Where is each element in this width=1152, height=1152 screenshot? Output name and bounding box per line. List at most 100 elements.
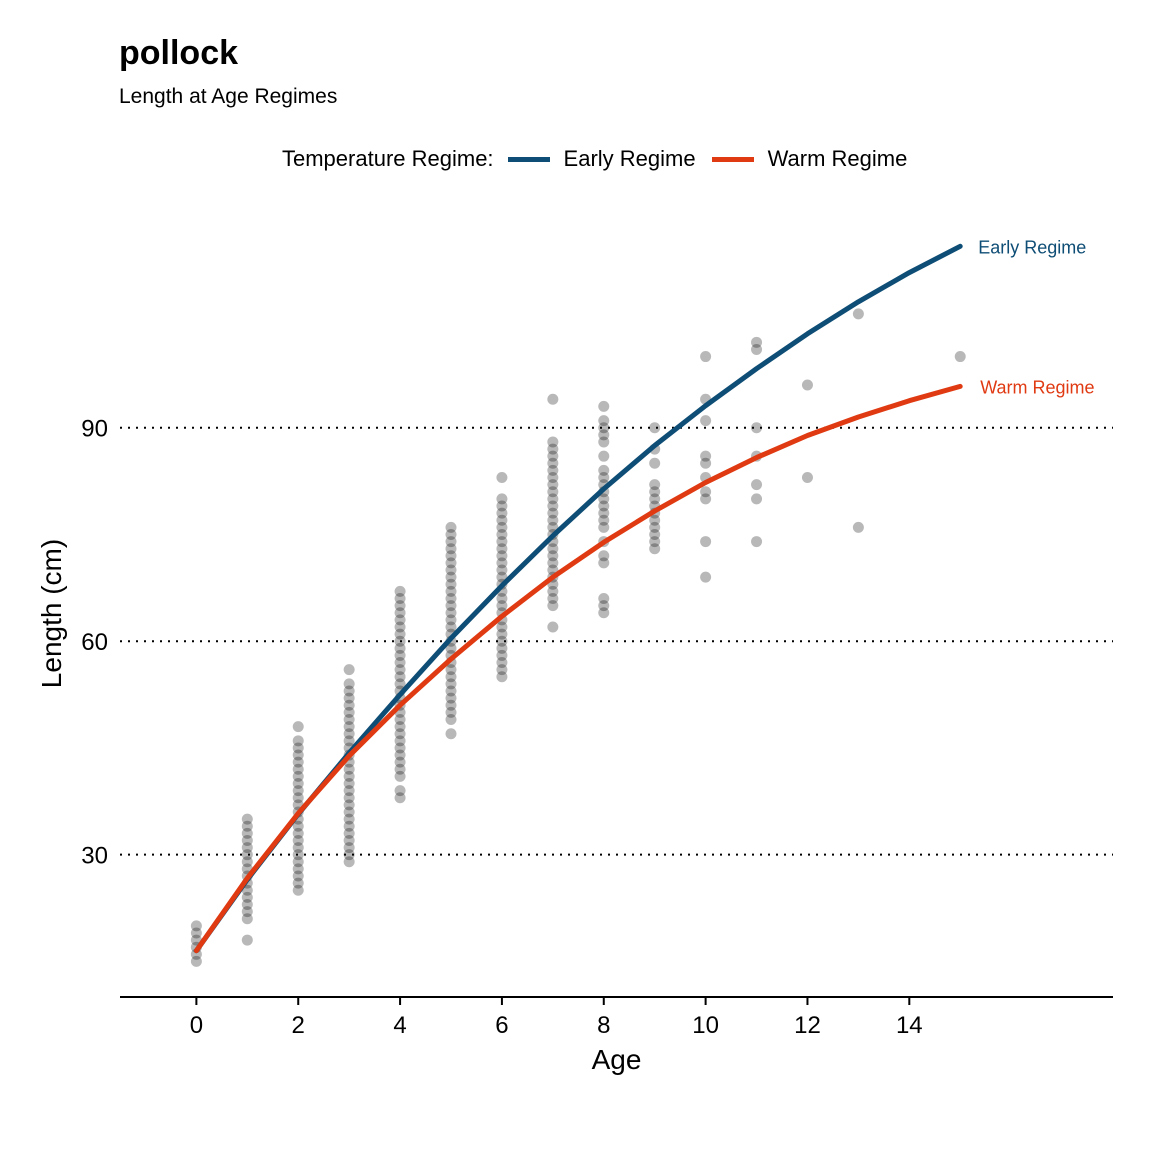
scatter-point	[292, 870, 304, 882]
scatter-point	[598, 472, 610, 484]
scatter-point	[445, 536, 457, 548]
scatter-point	[496, 472, 508, 484]
scatter-point	[343, 834, 355, 846]
scatter-point	[445, 557, 457, 569]
x-tick-label: 10	[692, 1012, 719, 1039]
scatter-point	[394, 664, 406, 676]
scatter-point	[292, 856, 304, 868]
scatter-point	[394, 635, 406, 647]
scatter-point	[547, 557, 559, 569]
scatter-point	[343, 792, 355, 804]
scatter-point	[445, 614, 457, 626]
scatter-point	[445, 621, 457, 633]
scatter-point	[445, 564, 457, 576]
scatter-point	[343, 842, 355, 854]
scatter-point	[292, 785, 304, 797]
scatter-point	[445, 571, 457, 583]
scatter-point	[394, 671, 406, 683]
scatter-point	[241, 856, 253, 868]
scatter-point	[700, 486, 712, 498]
scatter-point	[598, 493, 610, 505]
scatter-point	[496, 521, 508, 533]
legend-label-warm: Warm Regime	[767, 146, 908, 171]
scatter-point	[292, 756, 304, 768]
scatter-point	[700, 450, 712, 462]
scatter-point	[598, 593, 610, 604]
scatter-point	[496, 514, 508, 526]
scatter-point	[598, 607, 610, 619]
scatter-point	[292, 820, 304, 832]
scatter-point	[343, 856, 355, 868]
scatter-point	[394, 593, 406, 604]
scatter-point	[496, 493, 508, 505]
scatter-point	[394, 585, 406, 597]
x-tick-label: 8	[597, 1012, 610, 1039]
scatter-point	[292, 778, 304, 790]
scatter-point	[496, 593, 508, 604]
scatter-point	[394, 649, 406, 661]
scatter-point	[598, 550, 610, 562]
scatter-point	[547, 472, 559, 484]
scatter-point	[190, 948, 202, 960]
scatter-point	[496, 500, 508, 512]
scatter-point	[241, 891, 253, 903]
scatter-point	[292, 763, 304, 775]
scatter-point	[496, 600, 508, 612]
scatter-point	[496, 543, 508, 555]
scatter-point	[598, 464, 610, 476]
scatter-point	[954, 351, 966, 363]
scatter-point	[547, 543, 559, 555]
scatter-point	[649, 521, 661, 533]
scatter-point	[496, 536, 508, 548]
scatter-point	[445, 600, 457, 612]
scatter-point	[343, 813, 355, 825]
scatter-point	[292, 827, 304, 839]
x-tick-label: 4	[393, 1012, 406, 1039]
scatter-point	[394, 785, 406, 797]
scatter-point	[700, 571, 712, 583]
scatter-point	[394, 600, 406, 612]
scatter-point	[547, 621, 559, 633]
x-tick-label: 12	[794, 1012, 821, 1039]
scatter-point	[801, 472, 813, 484]
scatter-point	[496, 635, 508, 647]
scatter-point	[649, 536, 661, 548]
scatter-point	[852, 521, 864, 533]
scatter-point	[394, 792, 406, 804]
scatter-point	[241, 898, 253, 910]
scatter-point	[394, 763, 406, 775]
scatter-point	[751, 343, 763, 355]
scatter-point	[598, 436, 610, 448]
scatter-point	[394, 678, 406, 690]
x-tick-label: 0	[190, 1012, 203, 1039]
scatter-point	[547, 457, 559, 469]
scatter-point	[343, 728, 355, 740]
scatter-point	[445, 521, 457, 533]
scatter-point	[700, 457, 712, 469]
scatter-point	[394, 642, 406, 654]
scatter-point	[292, 735, 304, 747]
scatter-point	[394, 614, 406, 626]
scatter-point	[292, 842, 304, 854]
legend-item-early: Early Regime	[507, 146, 696, 172]
scatter-point	[445, 642, 457, 654]
scatter-point	[445, 550, 457, 562]
scatter-point	[598, 557, 610, 569]
scatter-point	[547, 479, 559, 491]
scatter-point	[598, 450, 610, 462]
scatter-point	[700, 415, 712, 427]
scatter-point	[649, 514, 661, 526]
scatter-point	[649, 486, 661, 498]
scatter-point	[496, 649, 508, 661]
scatter-point	[649, 528, 661, 540]
scatter-point	[598, 507, 610, 519]
scatter-point	[292, 884, 304, 896]
scatter-point	[241, 813, 253, 825]
scatter-point	[598, 514, 610, 526]
scatter-point	[649, 479, 661, 491]
series-line-early	[193, 243, 963, 954]
scatter-point	[496, 671, 508, 683]
scatter-point	[190, 955, 202, 967]
scatter-point	[343, 806, 355, 818]
